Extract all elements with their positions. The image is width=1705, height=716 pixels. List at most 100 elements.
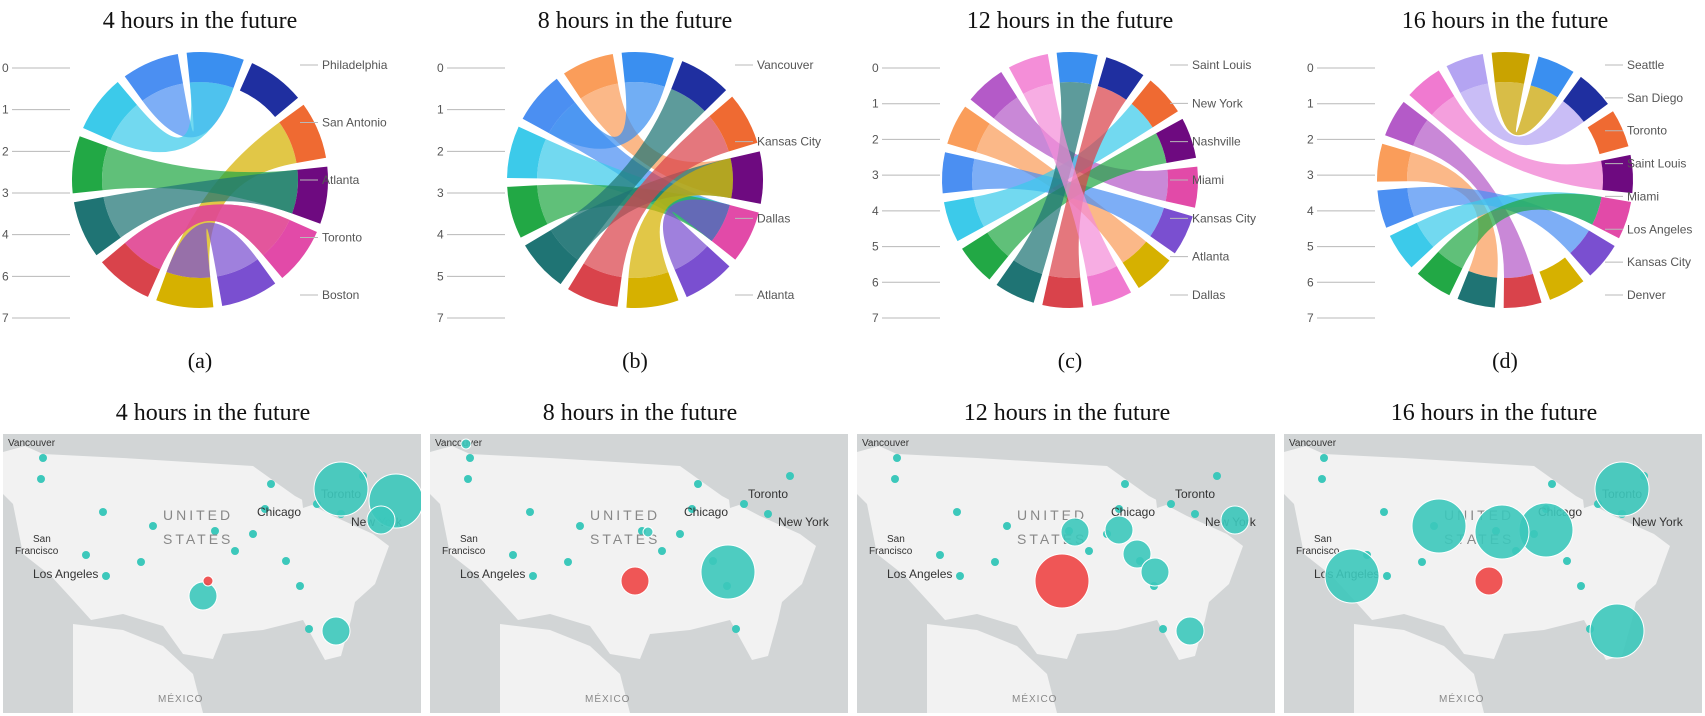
chord-segment — [1446, 53, 1488, 93]
city-dot — [1121, 480, 1129, 488]
chord-segment — [279, 104, 327, 163]
chord-segment — [730, 151, 763, 204]
chord-ribbon — [550, 88, 705, 260]
bubble-nashville — [1122, 539, 1152, 569]
chord-ribbon — [103, 169, 298, 238]
city-dot — [732, 625, 740, 633]
map-label-san: San — [460, 534, 478, 545]
chord-segment — [1530, 56, 1574, 98]
chord-panel-b: 8 hours in the future 0 1 2 3 4 5 7 Vancouver Ka… — [435, 0, 835, 380]
city-dot — [740, 500, 748, 508]
chord-segment — [1377, 143, 1412, 182]
city-dot — [249, 530, 257, 538]
left-label: 3 — [1307, 168, 1314, 182]
city-dot — [231, 547, 239, 555]
left-label: 3 — [872, 168, 879, 182]
map-label-los_angeles: Los Angeles — [460, 567, 525, 581]
map-panel-4: 16 hours in the future VancouverUNITEDST… — [1284, 398, 1704, 716]
bubble-toronto — [1594, 461, 1650, 517]
map-label-francisco: Francisco — [15, 546, 59, 557]
chord-segment — [1042, 275, 1084, 308]
chord-segment — [186, 52, 244, 88]
chord-ribbon — [1413, 120, 1533, 278]
chord-diagram: 0 1 2 3 4 5 6 7 Seattle San Diego Toronto Saint Lou… — [1307, 52, 1692, 325]
chord-segment — [1539, 257, 1584, 300]
chord-segment — [1417, 251, 1463, 296]
mexico-landmass — [73, 624, 203, 713]
right-label: Los Angeles — [1627, 222, 1692, 236]
chord-segment — [1587, 111, 1629, 155]
map-label-mexico: MÉXICO — [1012, 692, 1057, 705]
city-dot — [1167, 500, 1175, 508]
city-dot — [688, 505, 696, 513]
city-dot — [466, 454, 474, 462]
left-label: 2 — [437, 144, 444, 158]
left-label: 6 — [1307, 275, 1314, 289]
chord-segment — [1592, 196, 1632, 239]
chord-segment — [709, 96, 758, 152]
left-label: 6 — [872, 275, 879, 289]
city-dot — [694, 480, 702, 488]
chord-segment — [507, 185, 548, 238]
map-label-san: San — [1314, 534, 1332, 545]
map-label-san: San — [887, 534, 905, 545]
city-dot — [1213, 472, 1221, 480]
chord-segment — [262, 219, 317, 279]
map-title: 8 hours in the future — [542, 400, 738, 426]
map-label-vancouver: Vancouver — [862, 438, 910, 449]
city-dot — [658, 547, 666, 555]
right-label: San Antonio — [322, 116, 387, 130]
left-label: 1 — [1307, 97, 1314, 111]
right-label: Atlanta — [322, 173, 360, 187]
city-dot — [211, 527, 219, 535]
map-label-francisco: Francisco — [1296, 546, 1340, 557]
left-label: 5 — [437, 269, 444, 283]
chart-caption: (b) — [622, 348, 648, 373]
chord-ribbon — [583, 116, 729, 278]
mexico-landmass — [1354, 624, 1484, 713]
chord-segment — [1503, 273, 1542, 308]
chord-ribbon — [628, 158, 733, 278]
chord-segment — [1056, 52, 1098, 85]
map-label-chicago: Chicago — [1111, 505, 1155, 519]
city-dot — [936, 551, 944, 559]
chart-caption: (d) — [1492, 348, 1518, 373]
city-dot — [296, 582, 304, 590]
map-panel-2: 8 hours in the future Vancouver UNITED STA… — [430, 398, 850, 716]
great-lakes — [1152, 464, 1175, 508]
right-label: Miami — [1627, 189, 1659, 203]
city-dot — [102, 572, 110, 580]
chart-title: 12 hours in the future — [966, 8, 1174, 34]
chart-title: 8 hours in the future — [537, 8, 733, 34]
chord-segment — [1457, 271, 1498, 308]
chord-segment — [1389, 222, 1434, 268]
chord-segment — [1131, 80, 1178, 128]
left-label: 4 — [2, 228, 9, 242]
map-label-vancouver: Vancouver — [435, 438, 483, 449]
left-label: 1 — [437, 103, 444, 117]
chord-segment — [522, 78, 576, 134]
us-landmass — [3, 446, 389, 660]
chord-ribbon — [1494, 82, 1558, 136]
city-dot — [261, 505, 269, 513]
left-label: 3 — [437, 186, 444, 200]
city-dot — [1577, 582, 1585, 590]
chord-segment — [101, 242, 161, 297]
map-label-united: UNITED — [590, 507, 660, 523]
bubble-kansas-city — [1060, 517, 1090, 547]
chord-panel-c: 12 hours in the future 0 1 2 3 4 5 6 7 Saint Lou… — [870, 0, 1270, 380]
bubble-dallas — [202, 575, 214, 587]
chord-diagram: 0 1 2 3 4 6 7 Philadelphia San Antonio Atlanta Tor… — [2, 52, 388, 325]
left-label: 4 — [1307, 204, 1314, 218]
right-label: San Diego — [1627, 91, 1683, 105]
map-label-new_york: New York — [1632, 515, 1684, 529]
chord-segment — [83, 81, 138, 141]
right-label: Dallas — [1192, 288, 1225, 302]
bubble-saint-louis — [1104, 515, 1134, 545]
bubble-kansas-city — [1474, 504, 1530, 560]
chord-segment — [156, 272, 214, 308]
chord-segment — [71, 136, 108, 194]
right-label: Vancouver — [757, 58, 813, 72]
map-label-san: San — [33, 534, 51, 545]
